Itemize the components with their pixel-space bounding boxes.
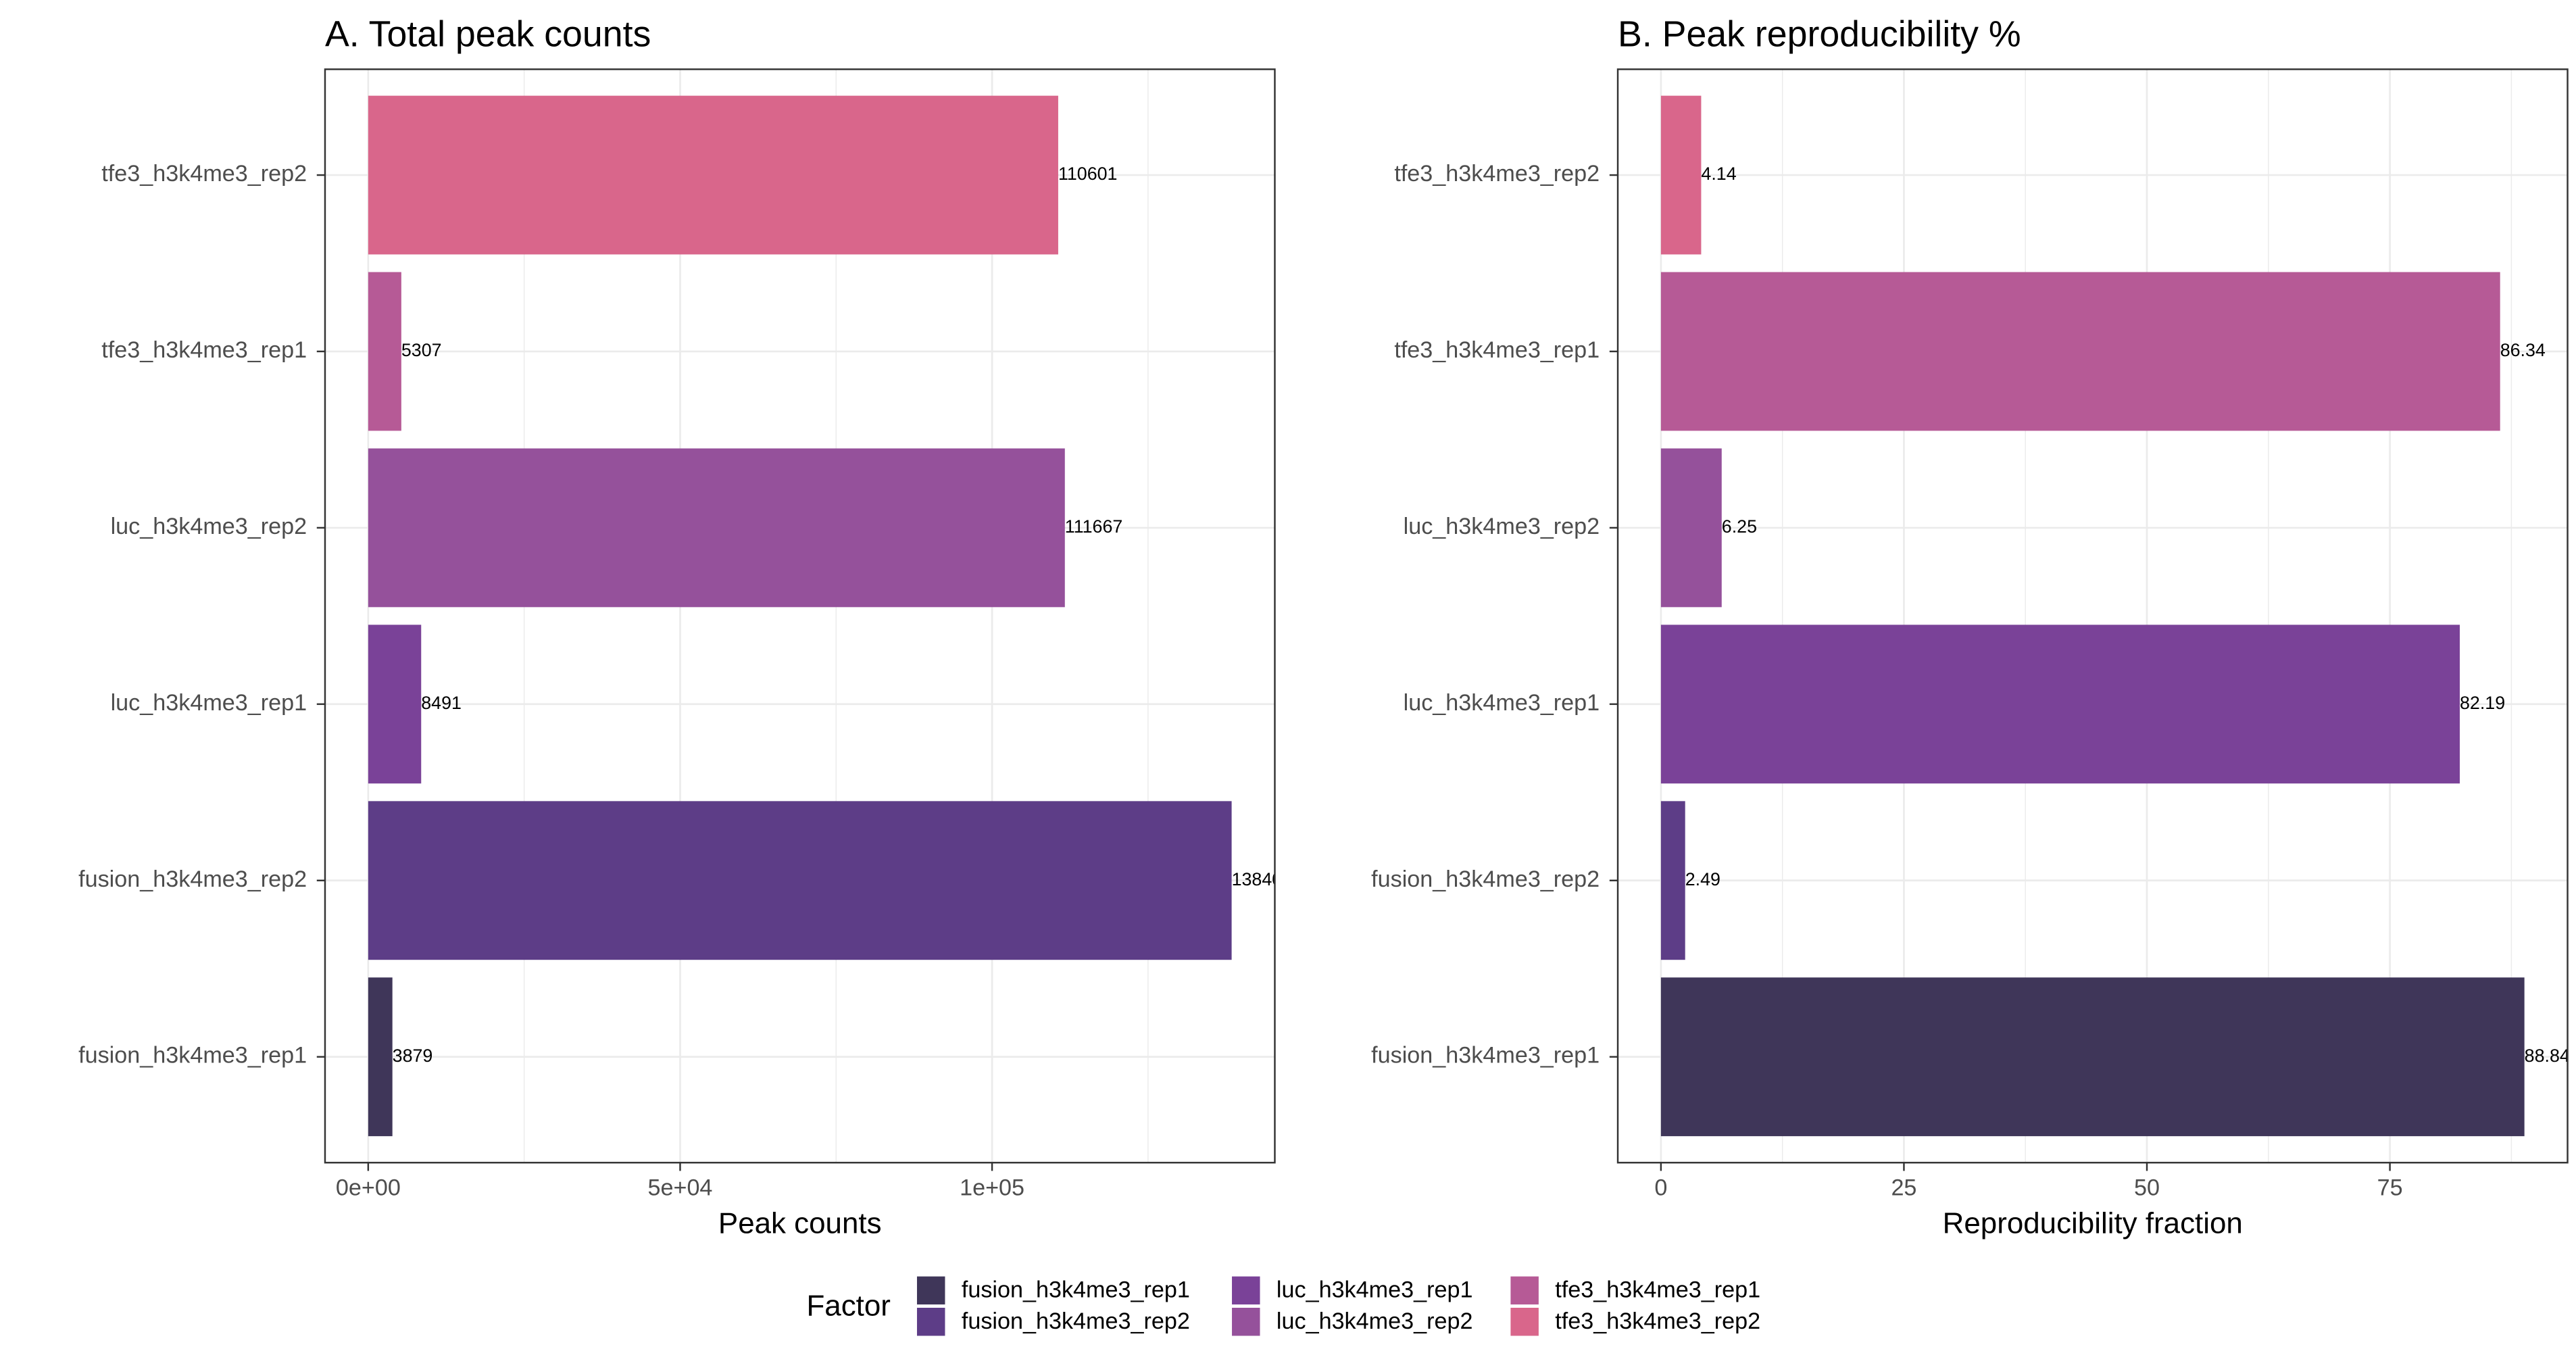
x-tick-label: 0e+00: [336, 1175, 401, 1200]
legend-label: tfe3_h3k4me3_rep1: [1555, 1277, 1760, 1303]
y-tick-label: luc_h3k4me3_rep2: [111, 514, 307, 539]
value-label: 138400: [1232, 869, 1293, 889]
bar: [368, 272, 401, 431]
x-tick-label: 50: [2134, 1175, 2160, 1200]
legend-key: [916, 1276, 945, 1305]
bar: [1660, 624, 2460, 784]
bar: [368, 977, 393, 1137]
bars: 3879 138400 8491 111667 5307 110601: [368, 95, 1293, 1137]
value-label: 4.14: [1701, 164, 1736, 184]
bar: [1660, 801, 1685, 960]
legend-key: [1232, 1307, 1260, 1336]
legend-key: [1510, 1307, 1539, 1336]
x-tick-label: 75: [2377, 1175, 2403, 1200]
x-tick-label: 1e+05: [960, 1175, 1024, 1200]
x-axis-title: Reproducibility fraction: [1943, 1207, 2243, 1240]
bar: [1660, 272, 2500, 431]
bar: [1660, 95, 1702, 255]
y-tick-label: fusion_h3k4me3_rep2: [1371, 866, 1600, 892]
legend-title: Factor: [806, 1290, 890, 1323]
legend-key: [1510, 1276, 1539, 1305]
panel-border: [324, 68, 1276, 1164]
bar: [368, 624, 422, 784]
y-tick-label: tfe3_h3k4me3_rep1: [1394, 337, 1600, 363]
value-label: 111667: [1065, 516, 1123, 537]
chart-title: A. Total peak counts: [325, 14, 651, 54]
value-label: 3879: [393, 1046, 433, 1066]
bar: [368, 801, 1232, 960]
bar: [1660, 448, 1722, 608]
y-tick-label: fusion_h3k4me3_rep1: [78, 1043, 307, 1069]
y-tick-label: tfe3_h3k4me3_rep2: [1394, 161, 1600, 187]
value-label: 86.34: [2500, 340, 2546, 360]
y-tick-label: luc_h3k4me3_rep1: [111, 690, 307, 716]
legend-label: luc_h3k4me3_rep2: [1277, 1308, 1473, 1334]
x-tick-label: 5e+04: [648, 1175, 713, 1200]
y-tick-label: fusion_h3k4me3_rep1: [1371, 1043, 1600, 1069]
y-tick-label: luc_h3k4me3_rep2: [1404, 514, 1600, 539]
x-tick-label: 25: [1891, 1175, 1916, 1200]
chart-title: B. Peak reproducibility %: [1618, 14, 2021, 54]
value-label: 6.25: [1722, 516, 1757, 537]
legend-key: [1232, 1276, 1260, 1305]
legend-label: fusion_h3k4me3_rep2: [962, 1308, 1190, 1334]
y-tick-label: fusion_h3k4me3_rep2: [78, 866, 307, 892]
legend-key: [916, 1307, 945, 1336]
legend-label: luc_h3k4me3_rep1: [1277, 1277, 1473, 1303]
value-label: 82.19: [2460, 693, 2505, 713]
y-tick-label: tfe3_h3k4me3_rep1: [101, 337, 307, 363]
value-label: 88.84: [2525, 1046, 2570, 1066]
y-tick-label: luc_h3k4me3_rep1: [1404, 690, 1600, 716]
bar: [368, 95, 1058, 255]
bars: 88.84 2.49 82.19 6.25 86.34 4.14: [1660, 95, 2570, 1137]
value-label: 8491: [421, 693, 462, 713]
legend-label: fusion_h3k4me3_rep1: [962, 1277, 1190, 1303]
y-tick-label: tfe3_h3k4me3_rep2: [101, 161, 307, 187]
bar: [368, 448, 1065, 608]
value-label: 5307: [401, 340, 442, 360]
panel-border: [1616, 68, 2569, 1164]
legend-label: tfe3_h3k4me3_rep2: [1555, 1308, 1760, 1334]
value-label: 110601: [1058, 164, 1118, 184]
value-label: 2.49: [1685, 869, 1720, 889]
x-axis-title: Peak counts: [718, 1207, 882, 1240]
bar: [1660, 977, 2525, 1137]
x-tick-label: 0: [1654, 1175, 1667, 1200]
